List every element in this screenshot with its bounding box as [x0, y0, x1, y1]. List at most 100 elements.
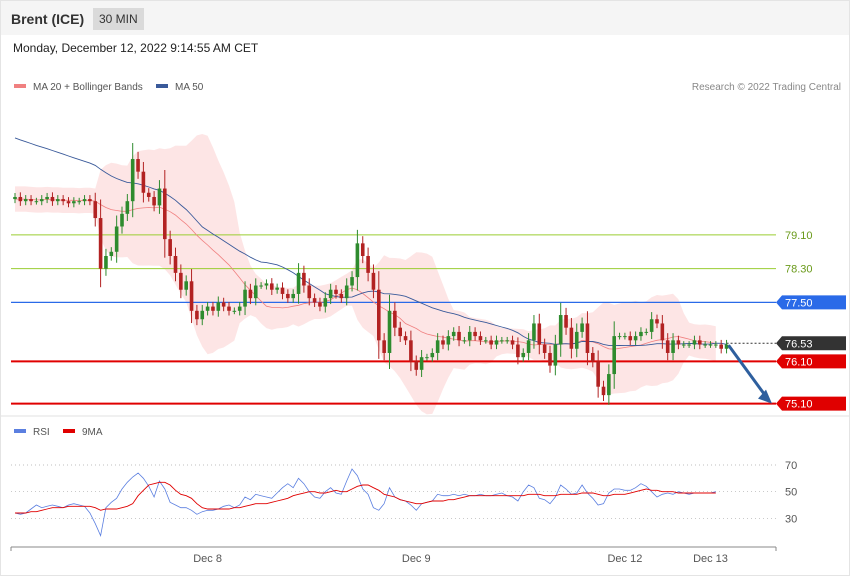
candle-body: [564, 315, 568, 328]
candle-body: [580, 323, 584, 332]
candle-body: [553, 344, 558, 366]
candle-body: [377, 289, 381, 341]
candle-body: [205, 306, 210, 311]
level-label: 77.50: [785, 297, 813, 309]
candle-body: [243, 289, 247, 307]
candle-body: [607, 374, 611, 396]
candle-body: [441, 340, 445, 345]
candle-body: [339, 293, 344, 299]
candle-body: [93, 201, 98, 219]
forecast-arrow: [727, 344, 772, 404]
candle-body: [665, 340, 670, 353]
candle-body: [157, 188, 162, 206]
candle-body: [82, 199, 87, 202]
ma50-legend-swatch: [156, 84, 168, 88]
candle-body: [724, 344, 729, 349]
candle-body: [29, 199, 33, 202]
x-tick-label: Dec 8: [193, 553, 222, 565]
candle-body: [125, 201, 130, 214]
credit-text: Research © 2022 Trading Central: [692, 82, 841, 93]
chart-header: Brent (ICE) 30 MIN: [1, 1, 849, 35]
candle-body: [382, 340, 386, 353]
rsi-line: [14, 468, 716, 538]
candle-body: [232, 310, 237, 312]
candle-body: [505, 340, 509, 342]
candle-body: [130, 159, 135, 202]
candle-body: [291, 293, 295, 299]
candle-body: [211, 306, 215, 311]
candle-body: [227, 306, 231, 311]
level-tag: [776, 354, 846, 369]
candle-body: [270, 283, 274, 290]
candle-body: [639, 331, 643, 337]
candle-body: [184, 281, 188, 290]
candle-body: [692, 340, 697, 345]
candle-body: [23, 199, 28, 202]
candle-body: [98, 218, 103, 269]
candle-body: [173, 256, 178, 273]
candle-body: [136, 159, 140, 172]
candle-body: [516, 344, 520, 358]
candle-body: [253, 285, 258, 299]
candle-body: [66, 201, 71, 204]
level-label: 78.30: [785, 264, 813, 276]
candle-body: [489, 340, 493, 345]
candle-body: [344, 285, 349, 299]
ma50-legend-label: MA 50: [175, 82, 204, 93]
candle-body: [500, 340, 504, 342]
candle-body: [302, 272, 306, 286]
candle-body: [537, 323, 542, 345]
candle-body: [163, 188, 167, 240]
candle-body: [200, 310, 205, 320]
timeframe-badge[interactable]: 30 MIN: [93, 8, 144, 30]
candle-body: [633, 336, 638, 341]
rsi-ma-legend-swatch: [63, 429, 75, 433]
rsi-legend-swatch: [14, 429, 26, 433]
candle-body: [189, 281, 194, 311]
candle-body: [714, 344, 718, 346]
level-label: 76.10: [785, 356, 813, 368]
candle-body: [574, 331, 579, 349]
candle-body: [237, 306, 242, 311]
candle-body: [612, 336, 616, 375]
candle-body: [334, 289, 338, 294]
candle-body: [478, 336, 483, 341]
candle-body: [328, 289, 333, 299]
candle-body: [360, 243, 365, 256]
candle-body: [286, 293, 290, 299]
candle-body: [355, 243, 360, 278]
candle-body: [671, 340, 675, 353]
candle-body: [617, 336, 622, 338]
candle-body: [655, 319, 659, 324]
instrument-title: Brent (ICE): [11, 11, 85, 27]
candle-body: [484, 340, 488, 342]
forecast-arrow-shaft: [727, 344, 768, 398]
level-label: 75.10: [785, 399, 813, 411]
candle-body: [61, 199, 65, 202]
candle-body: [548, 352, 552, 366]
bollinger-band: [15, 134, 716, 415]
candle-body: [435, 340, 440, 353]
candle-body: [462, 340, 467, 342]
candle-body: [323, 298, 328, 307]
ma20-line: [15, 198, 716, 350]
candle-body: [152, 196, 156, 206]
candle-body: [708, 344, 713, 346]
candle-body: [398, 327, 402, 337]
candle-body: [521, 352, 526, 358]
candle-body: [141, 171, 146, 193]
candle-body: [18, 196, 23, 202]
candle-body: [114, 226, 119, 252]
candle-body: [681, 344, 686, 346]
candle-body: [13, 196, 17, 200]
candle-body: [532, 323, 536, 341]
candle-body: [660, 323, 665, 341]
candles: [13, 143, 729, 405]
candle-body: [371, 272, 376, 290]
last-price-tag: [776, 336, 846, 351]
candle-body: [494, 340, 499, 345]
candle-body: [393, 310, 397, 328]
candle-body: [39, 199, 44, 202]
candle-body: [467, 331, 472, 341]
candle-body: [275, 287, 279, 290]
